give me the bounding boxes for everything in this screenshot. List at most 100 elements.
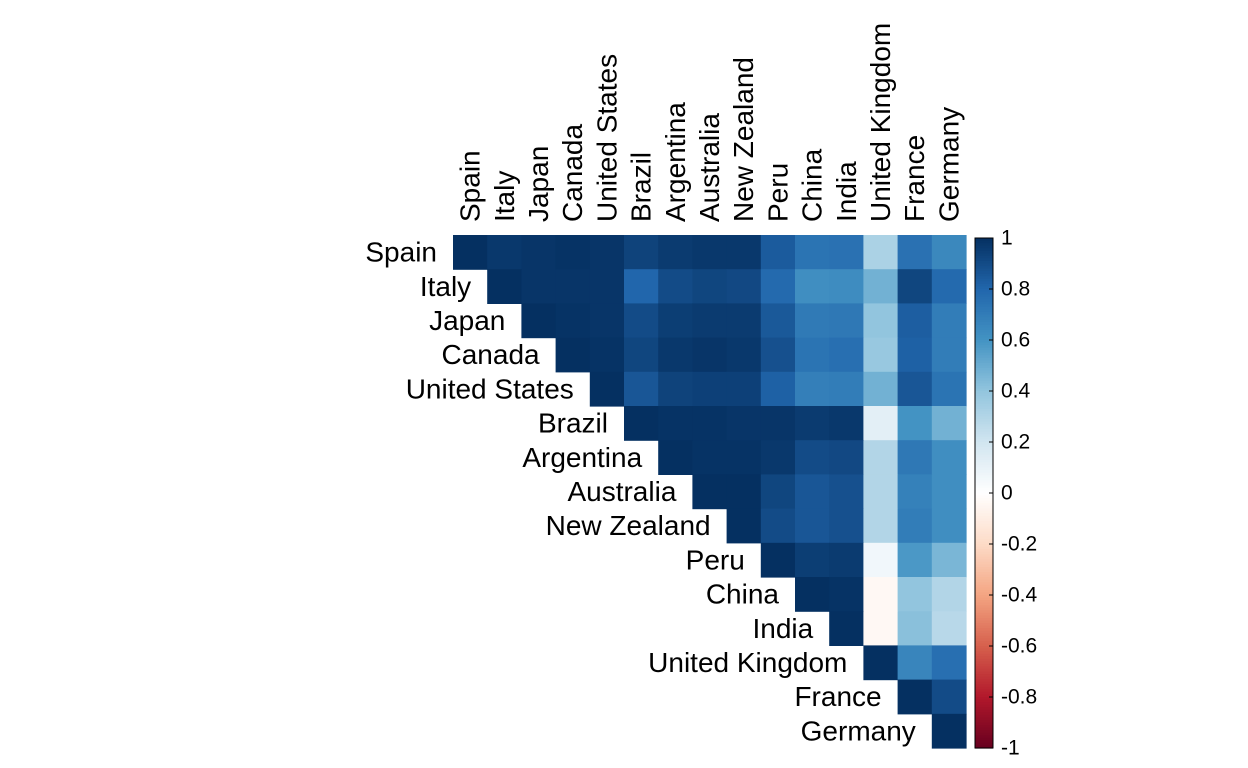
- heatmap-cell: [795, 474, 830, 510]
- heatmap-cell: [829, 371, 864, 407]
- heatmap-cell: [931, 235, 967, 270]
- colorbar-step: [975, 454, 993, 458]
- colorbar-step: [975, 533, 993, 537]
- heatmap-cell: [931, 679, 967, 715]
- heatmap-cell: [897, 269, 933, 304]
- heatmap-cell: [795, 371, 830, 407]
- colorbar-step: [975, 253, 993, 257]
- heatmap-cell: [897, 337, 933, 373]
- colorbar-step: [975, 296, 993, 300]
- colorbar-step: [975, 258, 993, 262]
- heatmap-cell: [692, 440, 728, 475]
- colorbar-step: [975, 651, 993, 655]
- heatmap-cell: [931, 645, 967, 681]
- colorbar-step: [975, 544, 993, 548]
- heatmap-cells: [453, 235, 967, 749]
- heatmap-cell: [795, 337, 830, 373]
- heatmap-cell: [624, 371, 659, 407]
- heatmap-cell: [863, 508, 899, 544]
- colorbar-step: [975, 686, 993, 690]
- colorbar-step: [975, 577, 993, 581]
- colorbar-step: [975, 635, 993, 639]
- colorbar-tick-label: 1: [1001, 227, 1013, 250]
- heatmap-cell: [589, 337, 625, 373]
- colorbar-step: [975, 640, 993, 645]
- row-label: Brazil: [538, 408, 608, 439]
- colorbar-step: [975, 521, 993, 525]
- heatmap-cell: [863, 235, 899, 270]
- colorbar-step: [975, 240, 993, 244]
- colorbar-step: [975, 243, 993, 247]
- colorbar-step: [975, 727, 993, 731]
- colorbar-step: [975, 549, 993, 553]
- colorbar-step: [975, 342, 993, 346]
- colorbar-step: [975, 633, 993, 637]
- heatmap-cell: [726, 235, 762, 270]
- colorbar-step: [975, 623, 993, 627]
- colorbar-step: [975, 464, 993, 469]
- column-label: United States: [591, 54, 622, 222]
- colorbar-step: [975, 444, 993, 448]
- heatmap-cell: [897, 542, 933, 578]
- colorbar-step: [975, 551, 993, 555]
- heatmap-cell: [863, 406, 899, 441]
- heatmap-cell: [863, 542, 899, 578]
- colorbar-step: [975, 674, 993, 678]
- heatmap-cell: [521, 303, 557, 339]
- colorbar-step: [975, 424, 993, 428]
- colorbar-step: [975, 480, 993, 484]
- heatmap-cell: [863, 474, 899, 510]
- colorbar-step: [975, 495, 993, 499]
- colorbar-step: [975, 238, 993, 242]
- heatmap-cell: [726, 406, 762, 441]
- heatmap-cell: [897, 611, 933, 646]
- colorbar-step: [975, 615, 993, 619]
- heatmap-cell: [555, 337, 591, 373]
- row-label: China: [706, 579, 780, 610]
- heatmap-cell: [760, 542, 796, 578]
- heatmap-cell: [863, 337, 899, 373]
- heatmap-cell: [931, 371, 967, 407]
- heatmap-cell: [521, 235, 557, 270]
- colorbar-step: [975, 380, 993, 384]
- heatmap-cell: [897, 679, 933, 715]
- colorbar-step: [975, 360, 993, 364]
- colorbar-step: [975, 396, 993, 400]
- colorbar-step: [975, 740, 993, 744]
- row-label: Germany: [801, 715, 916, 746]
- colorbar-step: [975, 503, 993, 507]
- colorbar-step: [975, 345, 993, 349]
- heatmap-cell: [795, 440, 830, 475]
- colorbar-step: [975, 322, 993, 326]
- colorbar-step: [975, 671, 993, 675]
- colorbar-step: [975, 398, 993, 402]
- colorbar-tick-label: -1: [1001, 737, 1020, 760]
- colorbar-step: [975, 587, 993, 591]
- heatmap-cell: [487, 269, 522, 304]
- colorbar-step: [975, 281, 993, 285]
- colorbar-step: [975, 697, 993, 701]
- colorbar-step: [975, 702, 993, 706]
- heatmap-cell: [658, 371, 693, 407]
- heatmap-cell: [692, 337, 728, 373]
- column-label: France: [899, 135, 930, 222]
- colorbar-step: [975, 436, 993, 441]
- colorbar-step: [975, 327, 993, 331]
- colorbar-step: [975, 518, 993, 522]
- heatmap-cell: [795, 577, 830, 612]
- colorbar-step: [975, 722, 993, 726]
- heatmap-cell: [931, 269, 967, 304]
- heatmap-cell: [931, 406, 967, 441]
- row-label: Japan: [429, 305, 505, 336]
- colorbar-step: [975, 510, 993, 514]
- colorbar-step: [975, 306, 993, 310]
- colorbar-step: [975, 602, 993, 606]
- heatmap-cell: [624, 303, 659, 339]
- colorbar-step: [975, 579, 993, 583]
- colorbar-step: [975, 589, 993, 594]
- colorbar-step: [975, 584, 993, 588]
- heatmap-cell: [624, 235, 659, 270]
- colorbar-step: [975, 383, 993, 387]
- heatmap-cell: [829, 440, 864, 475]
